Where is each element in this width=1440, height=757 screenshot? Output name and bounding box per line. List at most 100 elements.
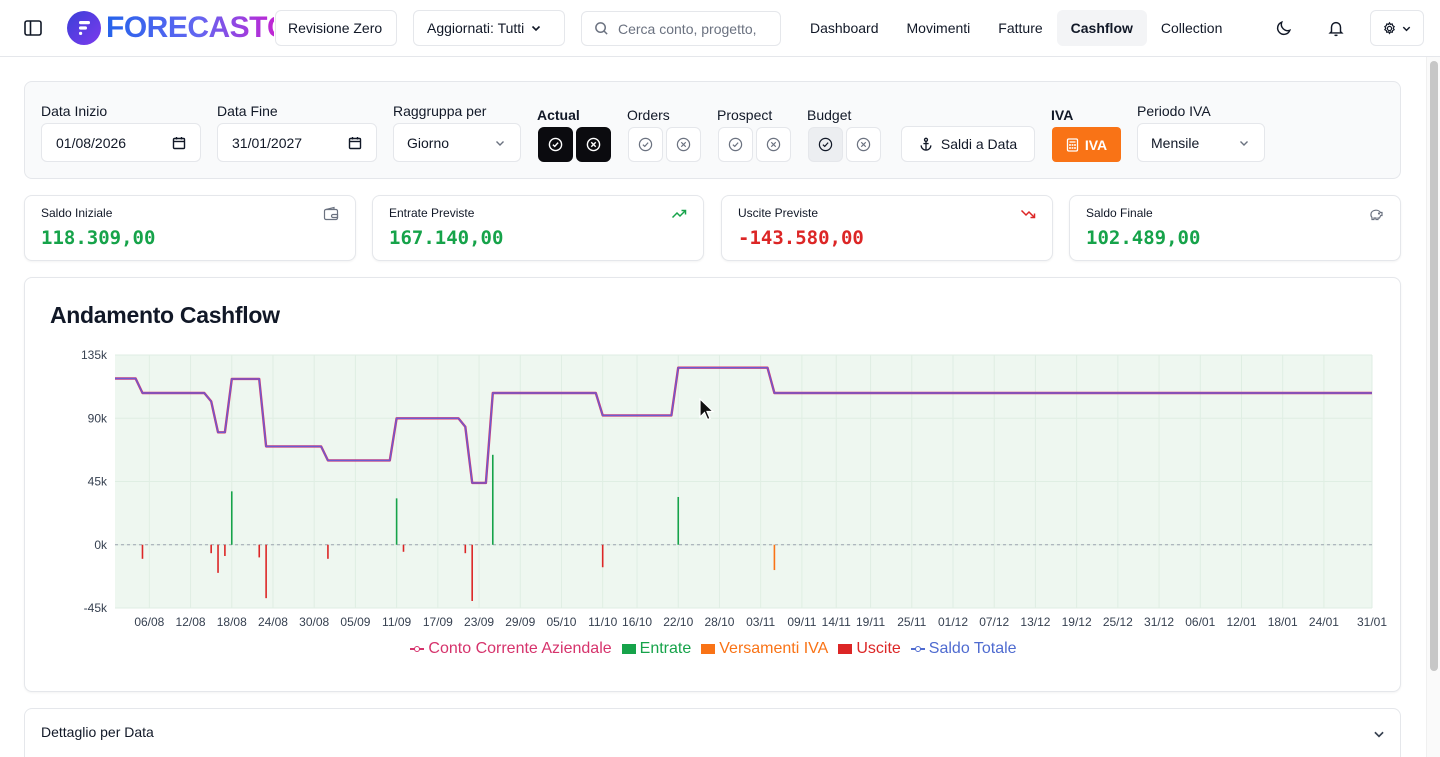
start-date-input[interactable]: 01/08/2026 (41, 123, 201, 162)
check-circle-icon (728, 137, 743, 152)
legend-item-saldo-totale[interactable]: Saldo Totale (910, 640, 1017, 658)
top-bar: FORECASTC Revisione Zero Aggiornati: Tut… (0, 0, 1440, 57)
legend-label: Saldo Totale (928, 640, 1017, 657)
budget-include-toggle[interactable] (808, 127, 843, 162)
orders-label: Orders (627, 107, 670, 123)
nav-dashboard[interactable]: Dashboard (810, 20, 879, 36)
chart-title: Andamento Cashflow (50, 302, 280, 328)
search-box[interactable] (581, 11, 781, 46)
prospect-exclude-toggle[interactable] (756, 127, 791, 162)
orders-include-toggle[interactable] (628, 127, 663, 162)
x-tick-label: 11/10 (588, 615, 617, 629)
kpi-label: Entrate Previste (389, 206, 475, 220)
end-date-input[interactable]: 31/01/2027 (217, 123, 377, 162)
nav-movimenti[interactable]: Movimenti (906, 20, 971, 36)
chevron-down-icon (1240, 140, 1248, 146)
x-tick-label: 05/10 (546, 615, 576, 629)
trending-up-icon (671, 209, 687, 219)
logo-icon[interactable] (67, 11, 101, 45)
nav-fatture[interactable]: Fatture (998, 20, 1043, 36)
orders-exclude-toggle[interactable] (666, 127, 701, 162)
sidebar-toggle-icon[interactable] (22, 17, 44, 39)
nav-collection[interactable]: Collection (1160, 20, 1223, 36)
x-circle-icon (586, 137, 601, 152)
bar-entrate (230, 491, 233, 545)
legend-label: Uscite (856, 640, 901, 657)
nav-cashflow[interactable]: Cashflow (1056, 10, 1147, 46)
actual-label: Actual (537, 107, 580, 123)
kpi-label: Uscite Previste (738, 206, 819, 220)
saldi-a-data-label: Saldi a Data (940, 136, 1018, 152)
y-tick-label: 45k (88, 475, 108, 489)
kpi-saldo-iniziale: Saldo Iniziale 118.309,00 (24, 195, 356, 261)
bar-uscite (471, 544, 473, 601)
x-tick-label: 12/08 (176, 615, 206, 629)
x-tick-label: 12/01 (1226, 615, 1256, 629)
bar-marker-icon (621, 644, 636, 654)
scrollbar-thumb[interactable] (1430, 61, 1438, 671)
legend-item-conto-corrente[interactable]: Conto Corrente Aziendale (410, 640, 612, 658)
bar-uscite (141, 544, 144, 559)
x-tick-label: 17/09 (423, 615, 453, 629)
mouse-cursor-icon (699, 398, 715, 421)
settings-button[interactable] (1370, 10, 1424, 46)
check-circle-icon (548, 137, 563, 152)
bar-uscite (224, 544, 226, 556)
detail-by-date-section[interactable]: Dettaglio per Data (24, 708, 1401, 757)
bar-uscite (327, 544, 329, 559)
group-by-select[interactable]: Giorno (393, 123, 521, 162)
legend-label: Entrate (639, 640, 692, 657)
check-circle-icon (818, 137, 833, 152)
bell-icon[interactable] (1318, 10, 1354, 46)
scenario-button[interactable]: Revisione Zero (275, 10, 397, 46)
cashflow-chart[interactable]: 06/08 12/08 18/08 24/08 30/08 05/09 11/09 17/09… (25, 278, 1402, 638)
x-tick-label: 22/10 (663, 615, 693, 629)
iva-toggle-button[interactable]: IVA (1052, 127, 1121, 162)
legend-item-uscite[interactable]: Uscite (838, 640, 901, 658)
x-tick-label: 16/10 (622, 615, 652, 629)
wallet-icon (323, 206, 339, 221)
start-date-label: Data Inizio (41, 103, 108, 119)
kpi-label: Saldo Iniziale (41, 206, 113, 220)
legend-item-versamenti-iva[interactable]: Versamenti IVA (701, 640, 828, 658)
chevron-down-icon[interactable] (1372, 727, 1386, 741)
prospect-include-toggle[interactable] (718, 127, 753, 162)
x-tick-label: 24/01 (1309, 615, 1339, 629)
bar-uscite (464, 544, 467, 554)
x-tick-label: 28/10 (704, 615, 734, 629)
moon-icon[interactable] (1266, 10, 1302, 46)
calendar-icon (348, 136, 362, 149)
iva-label: IVA (1051, 107, 1074, 123)
x-tick-label: 06/08 (134, 615, 164, 629)
logo-text: FORECASTC (106, 11, 274, 44)
bar-uscite (601, 544, 604, 568)
x-tick-label: 25/12 (1103, 615, 1133, 629)
actual-exclude-toggle[interactable] (576, 127, 611, 162)
x-tick-label: 11/09 (382, 615, 411, 629)
x-circle-icon (766, 137, 781, 152)
x-tick-label: 19/11 (856, 615, 885, 629)
budget-exclude-toggle[interactable] (846, 127, 881, 162)
bar-marker-icon (838, 644, 853, 654)
x-tick-label: 31/12 (1144, 615, 1174, 629)
cashflow-chart-card: Andamento Cashflow 06/08 12/08 18/08 24/08 3… (24, 277, 1401, 692)
bar-uscite (402, 544, 405, 552)
kpi-value: 167.140,00 (389, 227, 504, 249)
piggy-bank-icon (1370, 209, 1383, 221)
group-by-label: Raggruppa per (393, 103, 487, 119)
legend-item-entrate[interactable]: Entrate (621, 640, 692, 658)
saldi-a-data-button[interactable]: Saldi a Data (901, 126, 1035, 162)
prospect-label: Prospect (717, 107, 773, 123)
calculator-icon (1066, 137, 1078, 152)
x-tick-label: 03/11 (746, 615, 775, 629)
actual-include-toggle[interactable] (538, 127, 573, 162)
kpi-value: 102.489,00 (1086, 227, 1201, 249)
x-tick-label: 07/12 (979, 615, 1009, 629)
updated-filter-dropdown[interactable]: Aggiornati: Tutti (413, 10, 565, 46)
bar-uscite (217, 544, 219, 573)
page-scrollbar[interactable] (1426, 57, 1440, 757)
search-input[interactable] (618, 20, 768, 37)
x-circle-icon (676, 137, 691, 152)
periodo-iva-select[interactable]: Mensile (1137, 123, 1265, 162)
y-tick-label: 90k (88, 411, 108, 425)
